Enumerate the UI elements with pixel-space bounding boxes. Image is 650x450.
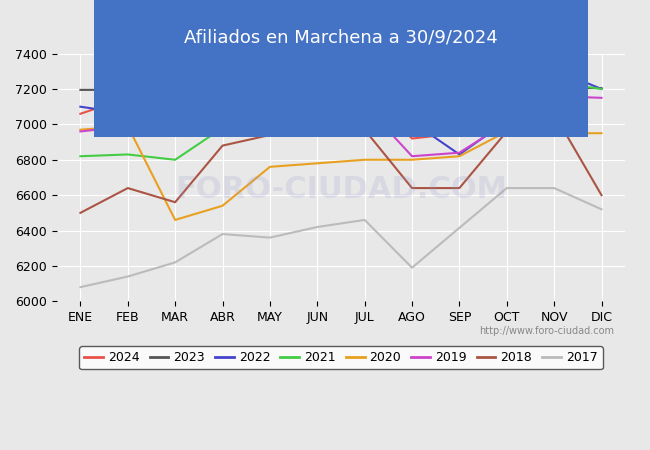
Title: Afiliados en Marchena a 30/9/2024: Afiliados en Marchena a 30/9/2024 [184, 28, 498, 46]
Legend: 2024, 2023, 2022, 2021, 2020, 2019, 2018, 2017: 2024, 2023, 2022, 2021, 2020, 2019, 2018… [79, 346, 603, 369]
Text: http://www.foro-ciudad.com: http://www.foro-ciudad.com [479, 326, 614, 336]
Text: FORO-CIUDAD.COM: FORO-CIUDAD.COM [175, 176, 507, 204]
